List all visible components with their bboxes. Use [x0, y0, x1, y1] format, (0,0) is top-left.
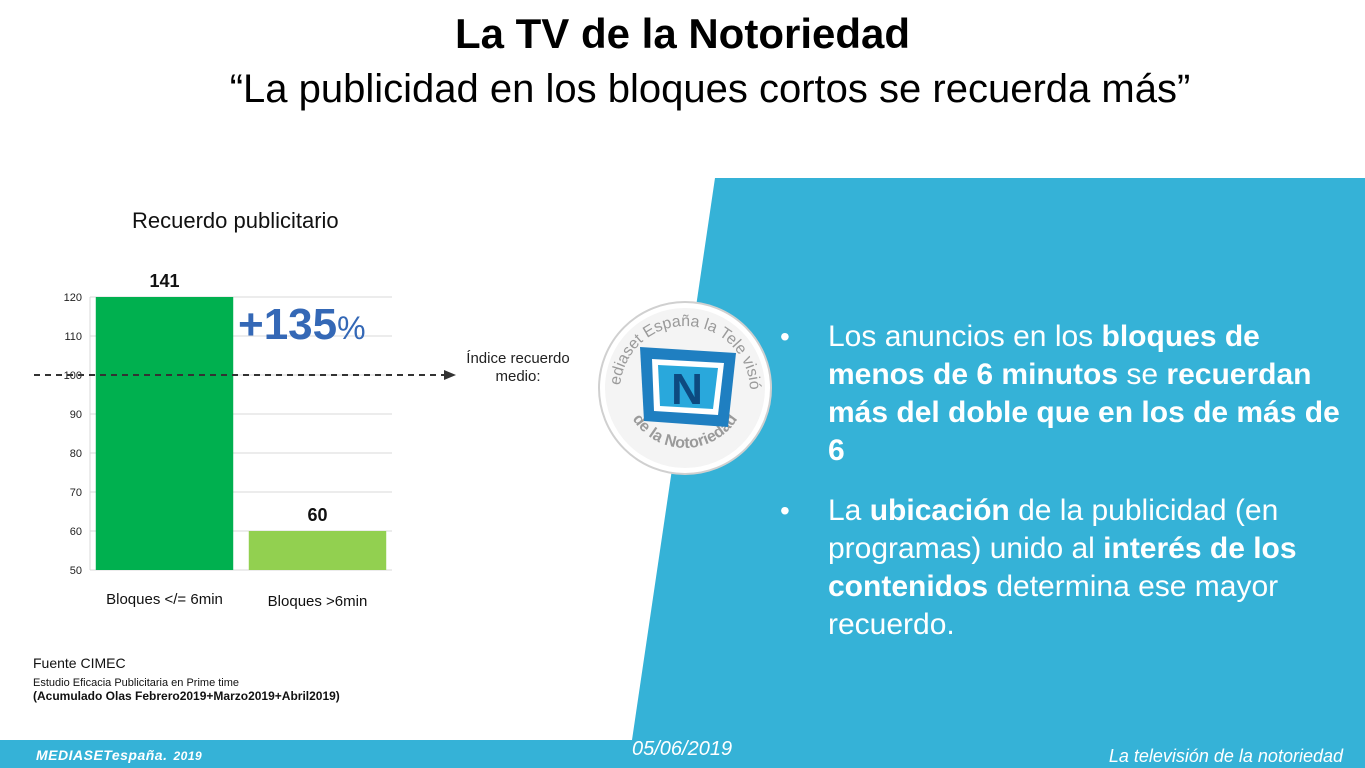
y-tick-label: 50	[70, 565, 82, 577]
y-tick-label: 70	[70, 487, 82, 499]
bullet-dot: •	[780, 495, 790, 526]
bullet-text-run: determina ese mayor recuerdo.	[828, 570, 1279, 641]
bullet-text-run: de la publicidad (en programas) unido al	[828, 494, 1279, 565]
x-category-label: Bloques >6min	[268, 593, 368, 610]
blue-panel	[632, 178, 1365, 740]
source-note: Fuente CIMEC Estudio Eficacia Publicitar…	[33, 655, 340, 703]
reference-label-line1: Índice recuerdo	[466, 350, 570, 367]
y-tick-label: 90	[70, 409, 82, 421]
bullet-text-run-bold: interés de los contenidos	[828, 532, 1297, 603]
brand-name: MEDIASETespaña.	[36, 747, 168, 763]
growth-annotation: +135%	[238, 300, 366, 350]
bar	[95, 297, 234, 570]
bar-chart: 5060708090100110120141Bloques </= 6min60…	[34, 271, 456, 610]
y-tick-label: 60	[70, 526, 82, 538]
data-label: 141	[149, 271, 179, 291]
mediaset-logo: MEDIASETespaña. 2019	[36, 747, 202, 763]
notoriedad-badge-logo: Mediaset España la Tele visión de la Not…	[598, 301, 772, 475]
page-subtitle: “La publicidad en los bloques cortos se …	[229, 67, 1191, 111]
bullet-text: La ubicación de la publicidad (en progra…	[828, 494, 1297, 641]
chart-title: Recuerdo publicitario	[132, 208, 339, 233]
growth-value: +135	[238, 300, 338, 349]
brand-year: 2019	[173, 749, 203, 763]
bullet-text-run: Los anuncios en los	[828, 320, 1102, 353]
y-tick-label: 110	[64, 331, 82, 343]
source-line3: (Acumulado Olas Febrero2019+Marzo2019+Ab…	[33, 689, 340, 703]
bullet-item: • Los anuncios en los bloques de menos d…	[780, 318, 1350, 470]
x-category-label: Bloques </= 6min	[106, 591, 223, 608]
page-title: La TV de la Notoriedad	[454, 10, 911, 57]
data-label: 60	[307, 505, 327, 525]
footer-date: 05/06/2019	[632, 738, 733, 760]
bullet-list: • Los anuncios en los bloques de menos d…	[780, 318, 1350, 666]
source-line1: Fuente CIMEC	[33, 655, 126, 671]
bullet-dot: •	[780, 321, 790, 352]
bar	[248, 531, 387, 570]
source-line2: Estudio Eficacia Publicitaria en Prime t…	[33, 677, 240, 689]
bullet-text-run-bold: bloques de menos de 6 minutos	[828, 320, 1260, 391]
badge-letter: N	[671, 365, 703, 414]
y-tick-label: 80	[70, 448, 82, 460]
bullet-item: • La ubicación de la publicidad (en prog…	[780, 492, 1350, 644]
reference-line-label: Índice recuerdo medio:	[448, 350, 588, 386]
reference-label-line2: medio:	[495, 368, 541, 385]
bullet-text-run-bold: ubicación	[869, 494, 1010, 527]
bullet-text-run: La	[828, 494, 870, 527]
footer-bar	[0, 740, 1365, 768]
bullet-text-run-bold: recuerdan más del doble que en los de má…	[828, 358, 1340, 467]
footer-tagline: La televisión de la notoriedad	[1108, 746, 1343, 766]
tv-icon: N	[640, 347, 736, 427]
bullet-text: Los anuncios en los bloques de menos de …	[828, 320, 1340, 467]
growth-unit: %	[337, 310, 366, 346]
reference-arrow-head	[444, 370, 456, 380]
y-tick-label: 120	[64, 292, 82, 304]
bullet-text-run: se	[1118, 358, 1167, 391]
